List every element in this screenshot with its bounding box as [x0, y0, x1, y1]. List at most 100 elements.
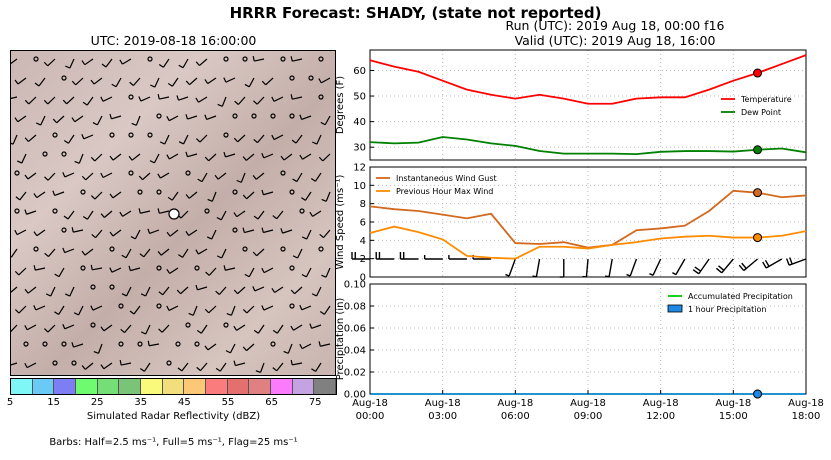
map-wind-barb-feather: [62, 172, 66, 178]
map-wind-barb: [182, 248, 189, 258]
map-wind-barb: [130, 267, 141, 272]
series-line-1: [369, 189, 807, 249]
map-wind-barb-feather: [261, 189, 264, 195]
map-wind-barb-feather: [261, 227, 264, 233]
map-wind-barb-feather: [16, 160, 23, 164]
y-tick-label: 40: [353, 117, 366, 128]
map-wind-barb: [11, 362, 18, 366]
current-time-marker: [753, 145, 763, 155]
map-wind-barb: [67, 134, 75, 144]
map-wind-barb-feather: [33, 265, 36, 271]
map-wind-barb-feather: [81, 250, 86, 256]
map-wind-barb-feather: [253, 100, 258, 105]
map-wind-barb: [182, 134, 189, 145]
map-wind-barb: [73, 343, 84, 348]
map-wind-barb-feather: [81, 175, 87, 181]
map-wind-barb: [211, 229, 217, 240]
map-wind-barb: [64, 324, 75, 330]
calm-wind-marker: [242, 56, 248, 62]
map-wind-barb-feather: [272, 367, 278, 372]
map-wind-barb: [323, 305, 331, 315]
map-wind-barb-feather: [138, 96, 142, 102]
map-wind-barb: [325, 267, 331, 278]
map-wind-barb-feather: [234, 100, 239, 105]
map-wind-barb: [21, 153, 27, 164]
map-wind-barb: [27, 172, 37, 180]
map-wind-barb-feather: [45, 293, 51, 297]
map-wind-barb-feather: [111, 83, 117, 88]
wind-barb-staff: [652, 258, 662, 276]
reflectivity-colorbar: [10, 378, 337, 395]
colorbar-tick-label: 35: [134, 397, 148, 408]
map-wind-barb-feather: [226, 312, 232, 316]
map-wind-barb-feather: [196, 329, 202, 334]
map-wind-barb: [143, 362, 151, 372]
calm-wind-marker: [289, 113, 295, 119]
map-wind-barb-feather: [24, 325, 28, 331]
map-wind-barb: [248, 267, 255, 278]
calm-wind-marker: [33, 56, 39, 62]
map-wind-barb-feather: [33, 305, 37, 311]
map-wind-barb: [36, 229, 46, 237]
map-wind-barb: [208, 267, 217, 276]
map-wind-barb-feather: [24, 174, 29, 180]
map-wind-barb-feather: [319, 233, 324, 239]
map-wind-barb: [28, 134, 37, 142]
map-wind-barb: [263, 191, 274, 196]
map-wind-barb: [273, 96, 284, 102]
y-tick-label: 50: [353, 92, 366, 103]
map-wind-barb-feather: [24, 99, 30, 105]
wind-barb-feather: [532, 275, 537, 278]
y-tick-label: 0.08: [344, 302, 366, 313]
map-wind-barb-feather: [157, 208, 160, 214]
map-wind-barb: [11, 96, 18, 99]
map-wind-barb-feather: [299, 304, 303, 310]
chart-panel-1: 30 40 50 60 Degrees (F) Temperature Dew Point: [335, 49, 807, 161]
map-wind-barb-feather: [301, 274, 307, 278]
map-wind-barb-feather: [271, 134, 275, 140]
wind-barb-staff: [765, 258, 783, 269]
calm-wind-marker: [42, 341, 48, 347]
map-wind-barb: [168, 305, 179, 312]
map-wind-barb: [295, 134, 303, 144]
map-wind-barb: [84, 58, 94, 66]
wind-barb-feather: [605, 275, 610, 278]
map-wind-barb: [294, 286, 303, 295]
map-wind-barb-feather: [290, 56, 293, 62]
map-wind-barb: [131, 153, 141, 161]
colorbar-tick-label: 5: [6, 397, 14, 408]
map-wind-barb: [26, 362, 37, 369]
map-wind-barb: [218, 286, 227, 295]
map-wind-barb: [12, 134, 18, 145]
wind-barb-feather: [672, 271, 677, 276]
map-wind-barb-feather: [223, 77, 227, 83]
map-wind-barb-feather: [109, 193, 114, 199]
colorbar-swatch: [206, 379, 228, 394]
map-wind-barb: [254, 286, 265, 292]
map-wind-barb-feather: [206, 236, 212, 240]
wind-barb-field: [11, 56, 331, 373]
map-wind-barb-feather: [90, 305, 94, 311]
colorbar-swatch: [141, 379, 163, 394]
map-wind-barb: [320, 77, 331, 84]
map-wind-barb: [140, 96, 151, 102]
map-wind-barb-feather: [252, 56, 255, 62]
calm-wind-marker: [223, 322, 229, 328]
map-wind-barb: [192, 305, 198, 316]
map-wind-barb: [246, 343, 255, 352]
map-wind-barb: [122, 58, 132, 65]
map-wind-barb-feather: [204, 345, 209, 351]
map-wind-barb: [301, 343, 312, 350]
wind-barb-staff: [721, 258, 734, 274]
map-wind-barb-feather: [138, 208, 141, 214]
y-tick-label: 12: [353, 163, 366, 174]
map-wind-barb: [237, 96, 246, 105]
map-wind-barb-feather: [309, 211, 314, 217]
map-wind-barb: [93, 77, 103, 85]
map-wind-barb-feather: [185, 230, 190, 236]
legend-entry: 1 hour Precipitation: [688, 305, 767, 314]
map-wind-barb: [160, 172, 170, 179]
map-wind-barb-feather: [299, 154, 304, 160]
map-wind-barb: [84, 248, 94, 256]
map-wind-barb: [18, 267, 27, 276]
